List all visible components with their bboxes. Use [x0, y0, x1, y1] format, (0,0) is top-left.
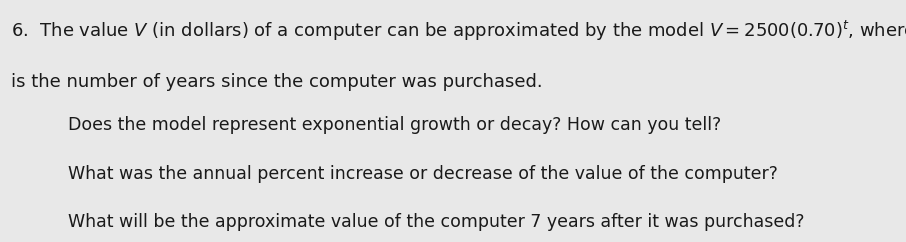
- Text: What was the annual percent increase or decrease of the value of the computer?: What was the annual percent increase or …: [68, 165, 778, 182]
- Text: Does the model represent exponential growth or decay? How can you tell?: Does the model represent exponential gro…: [68, 116, 721, 134]
- Text: 6.  The value $V$ (in dollars) of a computer can be approximated by the model $V: 6. The value $V$ (in dollars) of a compu…: [11, 19, 906, 44]
- Text: is the number of years since the computer was purchased.: is the number of years since the compute…: [11, 73, 543, 91]
- Text: What will be the approximate value of the computer 7 years after it was purchase: What will be the approximate value of th…: [68, 213, 805, 231]
